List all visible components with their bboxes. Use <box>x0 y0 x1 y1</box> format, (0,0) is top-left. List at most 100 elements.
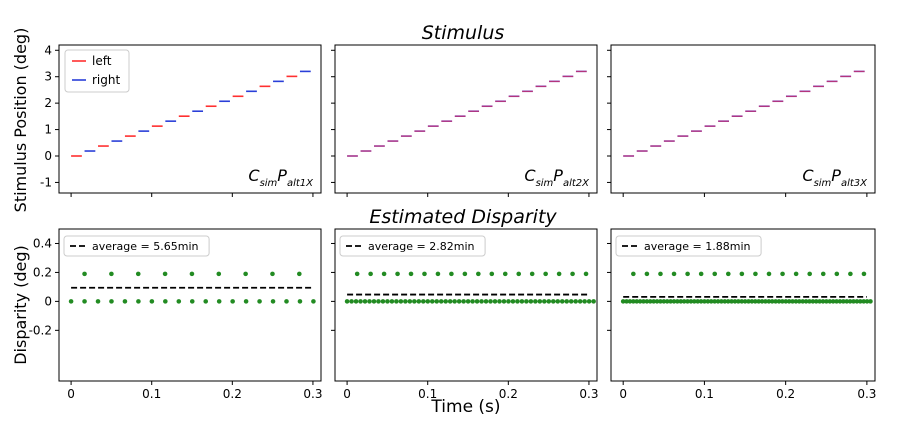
y-tick-label: 0 <box>44 149 52 163</box>
disparity-point-zero <box>492 299 498 304</box>
disparity-point-zero <box>800 299 806 304</box>
disparity-point-high <box>489 271 495 277</box>
y-tick-label: -1 <box>40 175 52 189</box>
x-tick-label: 0 <box>67 387 75 401</box>
top-y-axis-label: Stimulus Position (deg) <box>11 28 30 213</box>
disparity-point-zero <box>746 299 751 304</box>
disparity-point-zero <box>675 299 680 304</box>
disparity-point-high <box>462 271 468 277</box>
disparity-point-zero <box>861 299 866 304</box>
disparity-point-zero <box>742 299 748 304</box>
disparity-point-zero <box>243 299 249 304</box>
disparity-point-zero <box>851 299 856 304</box>
disparity-point-zero <box>591 299 596 304</box>
y-tick-label: 0 <box>44 294 52 308</box>
y-tick-label: 3 <box>44 70 52 84</box>
disparity-point-zero <box>546 299 552 304</box>
disparity-point-zero <box>844 299 850 304</box>
x-tick-label: 0.3 <box>857 387 876 401</box>
disparity-point-zero <box>488 299 493 304</box>
disparity-point-high <box>861 271 867 277</box>
disparity-point-high <box>583 271 589 277</box>
disparity-point-zero <box>519 299 525 304</box>
disparity-point-zero <box>163 299 168 304</box>
disparity-point-zero <box>376 299 381 304</box>
disparity-point-zero <box>461 299 466 304</box>
disparity-point-high <box>529 271 535 277</box>
disparity-point-high <box>807 271 812 277</box>
disparity-point-zero <box>407 299 413 304</box>
disparity-point-zero <box>620 299 626 304</box>
disparity-point-zero <box>624 299 629 304</box>
disparity-point-zero <box>438 299 444 304</box>
disparity-point-high <box>698 271 704 277</box>
disparity-point-zero <box>827 299 833 304</box>
disparity-point-zero <box>658 299 663 304</box>
disparity-point-zero <box>542 299 547 304</box>
disparity-point-high <box>671 271 677 277</box>
disparity-point-zero <box>506 299 511 304</box>
disparity-point-zero <box>176 299 182 304</box>
disparity-point-high <box>793 271 799 277</box>
y-tick-label: 1 <box>44 123 52 137</box>
panels: -1 0 1 2 3 4 CsimPalt1X left right CsimPalt2X Csim… <box>29 43 877 401</box>
average-legend-box <box>63 235 210 257</box>
disparity-point-zero <box>807 299 812 304</box>
disparity-point-zero <box>739 299 745 304</box>
disparity-point-zero <box>729 299 734 304</box>
disparity-point-high <box>381 271 387 277</box>
disparity-point-zero <box>732 299 738 304</box>
disparity-point-zero <box>834 299 839 304</box>
disparity-point-zero <box>582 299 587 304</box>
disparity-point-zero <box>149 299 155 304</box>
disparity-point-zero <box>497 299 502 304</box>
disparity-point-zero <box>524 299 529 304</box>
disparity-point-zero <box>854 299 860 304</box>
disparity-point-high <box>408 271 414 277</box>
disparity-point-zero <box>122 299 128 304</box>
average-legend-box <box>339 235 486 257</box>
disparity-point-zero <box>311 299 316 304</box>
panel-top-2: CsimPalt2X <box>331 44 598 197</box>
plot-frame <box>610 228 876 382</box>
disparity-point-zero <box>857 299 863 304</box>
disparity-point-zero <box>797 299 802 304</box>
disparity-point-zero <box>790 299 795 304</box>
disparity-point-high <box>543 271 548 277</box>
disparity-point-zero <box>627 299 633 304</box>
disparity-point-high <box>570 271 575 277</box>
disparity-point-zero <box>353 299 359 304</box>
disparity-point-high <box>658 271 663 277</box>
disparity-point-zero <box>661 299 667 304</box>
disparity-point-high <box>820 271 826 277</box>
x-tick-label: 0.2 <box>776 387 795 401</box>
disparity-point-zero <box>752 299 758 304</box>
panel-top-3: CsimPalt3X <box>607 44 876 197</box>
disparity-point-high <box>395 271 400 277</box>
y-tick-label: 4 <box>44 43 52 57</box>
disparity-point-zero <box>647 299 653 304</box>
disparity-point-zero <box>756 299 761 304</box>
disparity-point-zero <box>465 299 471 304</box>
disparity-point-zero <box>817 299 822 304</box>
disparity-point-zero <box>725 299 731 304</box>
average-legend: average = 2.82min <box>339 235 486 257</box>
disparity-point-zero <box>644 299 650 304</box>
disparity-point-zero <box>416 299 422 304</box>
legend-label-left: left <box>92 54 112 68</box>
legend-label-right: right <box>92 73 120 87</box>
disparity-point-zero <box>456 299 462 304</box>
disparity-point-high <box>109 271 114 277</box>
disparity-point-zero <box>559 299 565 304</box>
disparity-point-high <box>270 271 275 277</box>
disparity-point-zero <box>429 299 435 304</box>
disparity-point-high <box>644 271 650 277</box>
disparity-point-zero <box>786 299 792 304</box>
x-tick-label: 0 <box>619 387 627 401</box>
disparity-point-zero <box>803 299 809 304</box>
disparity-point-high <box>449 271 454 277</box>
disparity-point-zero <box>528 299 534 304</box>
disparity-point-zero <box>773 299 778 304</box>
disparity-point-zero <box>420 299 426 304</box>
disparity-point-zero <box>820 299 826 304</box>
